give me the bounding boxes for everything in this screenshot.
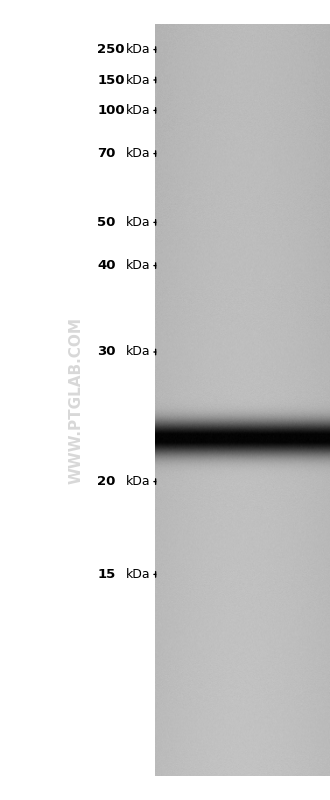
Text: 15: 15: [97, 568, 116, 581]
Text: kDa: kDa: [125, 147, 150, 160]
Text: kDa: kDa: [125, 346, 150, 358]
Text: 70: 70: [97, 147, 116, 160]
Text: kDa: kDa: [125, 216, 150, 229]
Text: 40: 40: [97, 259, 116, 272]
Text: kDa: kDa: [125, 74, 150, 86]
Text: kDa: kDa: [125, 43, 150, 56]
Text: kDa: kDa: [125, 568, 150, 581]
Text: 20: 20: [97, 475, 116, 488]
Text: 250: 250: [97, 43, 125, 56]
Text: 50: 50: [97, 216, 116, 229]
Text: kDa: kDa: [125, 475, 150, 488]
Text: kDa: kDa: [125, 259, 150, 272]
Text: 100: 100: [97, 104, 125, 117]
Text: WWW.PTGLAB.COM: WWW.PTGLAB.COM: [68, 317, 83, 483]
Text: 30: 30: [97, 346, 116, 358]
Text: 150: 150: [97, 74, 125, 86]
Text: kDa: kDa: [125, 104, 150, 117]
